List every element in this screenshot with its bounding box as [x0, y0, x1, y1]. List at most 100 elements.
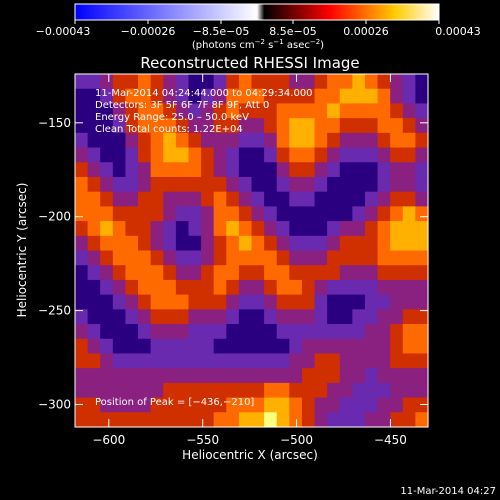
heatmap-cell	[251, 279, 265, 296]
heatmap-cell	[289, 74, 303, 90]
colorbar-tick-label: −0.00043	[36, 25, 91, 38]
heatmap-cell	[188, 309, 202, 325]
heatmap-cell	[163, 191, 177, 207]
heatmap-cell	[276, 250, 290, 266]
heatmap-cell	[75, 279, 89, 296]
heatmap-cell	[301, 235, 316, 252]
heatmap-cell	[75, 191, 89, 207]
heatmap-cell	[390, 382, 404, 399]
heatmap-cell	[339, 176, 353, 193]
heatmap-cell	[125, 147, 139, 163]
heatmap-cell	[251, 250, 265, 266]
heatmap-cell	[213, 132, 227, 149]
heatmap-cell	[213, 147, 227, 163]
heatmap-cell	[352, 397, 366, 413]
heatmap-cell	[87, 191, 101, 207]
heatmap-cell	[238, 191, 253, 207]
heatmap-cell	[125, 397, 139, 413]
heatmap-cell	[339, 353, 353, 369]
heatmap-cell	[238, 265, 253, 281]
heatmap-cell	[352, 382, 366, 399]
heatmap-cell	[415, 191, 429, 207]
heatmap-cell	[251, 132, 265, 149]
heatmap-cell	[188, 132, 202, 149]
heatmap-cell	[138, 118, 152, 134]
heatmap-cell	[112, 338, 127, 355]
heatmap-cell	[402, 382, 416, 399]
heatmap-cell	[352, 88, 366, 105]
heatmap-cell	[188, 191, 202, 207]
heatmap-cell	[390, 338, 404, 355]
heatmap-cell	[226, 382, 240, 399]
heatmap-cell	[150, 250, 164, 266]
heatmap-cell	[125, 235, 139, 252]
heatmap-cell	[112, 353, 127, 369]
heatmap-cell	[150, 88, 164, 105]
heatmap-cell	[150, 265, 164, 281]
heatmap-cell	[100, 250, 114, 266]
heatmap-cell	[87, 147, 101, 163]
heatmap-cell	[327, 176, 341, 193]
heatmap-cell	[415, 206, 429, 222]
heatmap-cell	[301, 353, 316, 369]
heatmap-cell	[364, 88, 379, 105]
heatmap-cell	[289, 397, 303, 413]
heatmap-cell	[339, 132, 353, 149]
heatmap-cell	[87, 206, 101, 222]
heatmap-cell	[75, 382, 89, 399]
heatmap-cell	[402, 132, 416, 149]
heatmap-cell	[276, 206, 290, 222]
heatmap-cell	[364, 368, 379, 384]
heatmap-cell	[87, 221, 101, 237]
heatmap-cell	[75, 324, 89, 340]
heatmap-cell	[289, 103, 303, 119]
heatmap-cell	[87, 118, 101, 134]
heatmap-cell	[226, 176, 240, 193]
heatmap-cell	[377, 162, 391, 178]
info-time-range: 11-Mar-2014 04:24:44.000 to 04:29:34.000	[95, 88, 313, 99]
heatmap-cell	[75, 338, 89, 355]
heatmap-cell	[125, 412, 139, 428]
heatmap-cell	[138, 397, 152, 413]
heatmap-cell	[377, 250, 391, 266]
heatmap-cell	[377, 206, 391, 222]
heatmap-cell	[213, 353, 227, 369]
heatmap-cell	[264, 412, 278, 428]
heatmap-cell	[314, 397, 328, 413]
heatmap-cell	[226, 74, 240, 90]
heatmap-cell	[238, 162, 253, 178]
heatmap-cell	[226, 353, 240, 369]
heatmap-cell	[339, 294, 353, 310]
heatmap-cell	[226, 103, 240, 119]
heatmap-cell	[87, 162, 101, 178]
heatmap-cell	[377, 132, 391, 149]
heatmap-cell	[238, 353, 253, 369]
info-energy: Energy Range: 25.0 – 50.0 keV	[95, 112, 249, 123]
y-tick-label: −250	[38, 304, 71, 318]
heatmap-cell	[314, 162, 328, 178]
heatmap-cell	[314, 353, 328, 369]
heatmap-cell	[138, 221, 152, 237]
heatmap-cell	[264, 353, 278, 369]
heatmap-cell	[251, 294, 265, 310]
heatmap-cell	[390, 162, 404, 178]
heatmap-cell	[377, 74, 391, 90]
heatmap-cell	[213, 324, 227, 340]
heatmap-cell	[377, 294, 391, 310]
heatmap-cell	[402, 74, 416, 90]
heatmap-cell	[125, 206, 139, 222]
heatmap-cell	[289, 221, 303, 237]
heatmap-cell	[327, 88, 341, 105]
heatmap-cell	[301, 309, 316, 325]
heatmap-cell	[327, 191, 341, 207]
heatmap-cell	[352, 412, 366, 428]
heatmap-cell	[276, 162, 290, 178]
heatmap-cell	[264, 191, 278, 207]
heatmap-cell	[188, 103, 202, 119]
heatmap-cell	[100, 191, 114, 207]
heatmap-cell	[276, 103, 290, 119]
heatmap-cell	[415, 309, 429, 325]
heatmap-cell	[100, 412, 114, 428]
heatmap-cell	[327, 279, 341, 296]
heatmap-cell	[264, 147, 278, 163]
